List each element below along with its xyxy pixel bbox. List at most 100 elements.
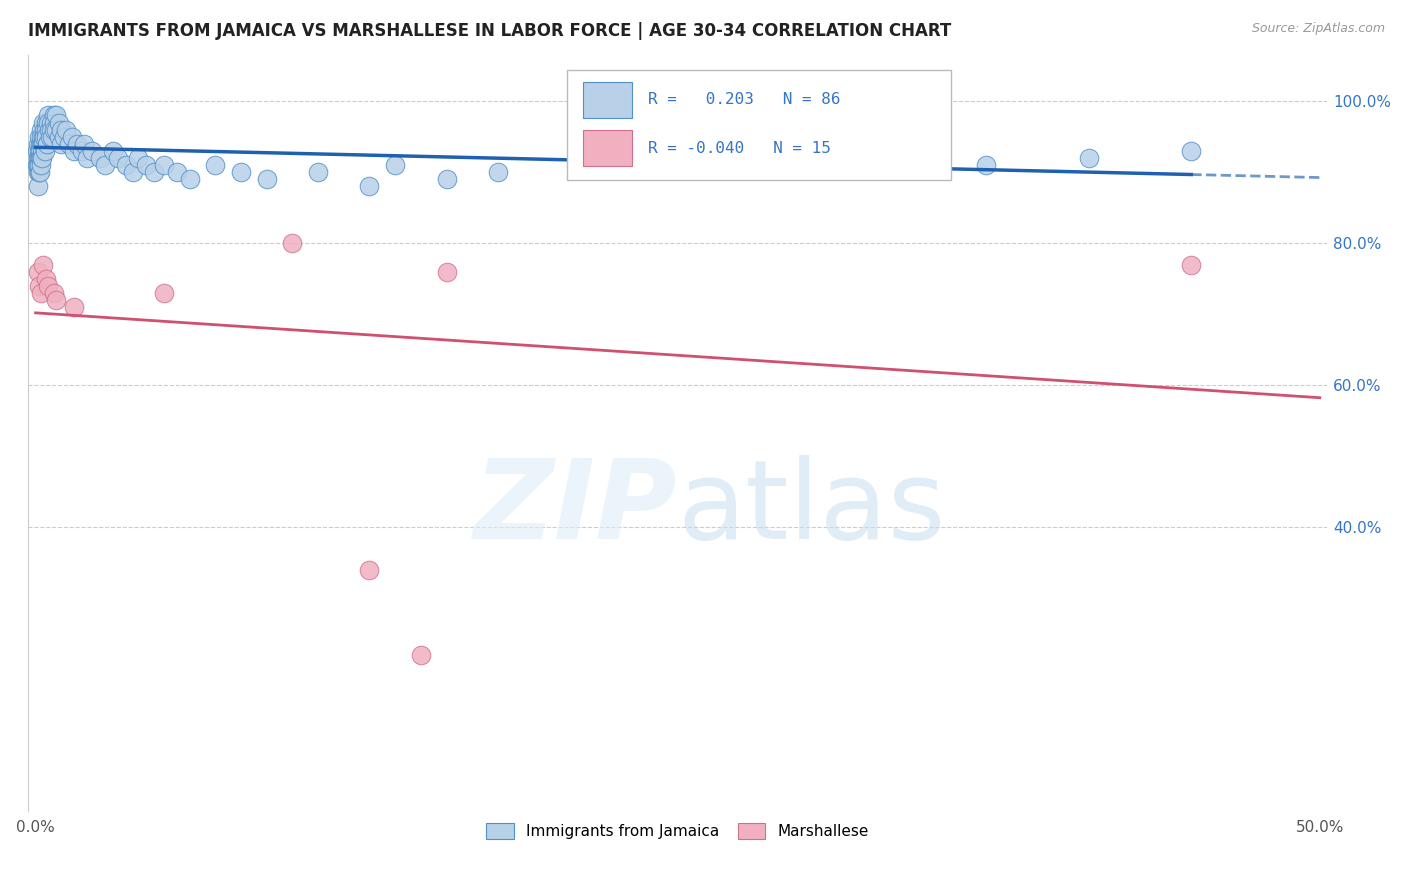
Text: ZIP: ZIP (474, 455, 678, 562)
Point (30, 129, 52, 144)
Point (82, 144, 104, 158)
Point (142, 165, 165, 179)
Point (73, 136, 96, 151)
FancyBboxPatch shape (583, 81, 633, 118)
Point (27, 179, 49, 194)
Point (359, 179, 381, 194)
Point (52, 129, 75, 144)
Point (114, 158, 136, 172)
Point (28, 144, 51, 158)
Point (94, 158, 117, 172)
Point (39, 115, 62, 129)
FancyBboxPatch shape (583, 130, 633, 166)
Point (28, 144, 51, 158)
Point (486, 165, 509, 179)
Point (31, 144, 53, 158)
Point (107, 151, 129, 165)
Point (30, 122, 52, 136)
Point (27, 265, 49, 279)
Point (38, 122, 60, 136)
Point (27, 144, 49, 158)
Point (28, 151, 51, 165)
FancyBboxPatch shape (567, 70, 950, 180)
Point (45, 122, 67, 136)
Point (48, 115, 70, 129)
Point (35, 115, 58, 129)
Point (30, 151, 52, 165)
Point (1180, 144, 1202, 158)
Point (32, 136, 55, 151)
Point (30, 151, 52, 165)
Point (32, 115, 55, 129)
Point (45, 108, 67, 122)
Point (974, 158, 997, 172)
Point (1180, 258, 1202, 272)
Text: R = -0.040   N = 15: R = -0.040 N = 15 (648, 141, 831, 155)
Point (76, 151, 98, 165)
Point (42, 108, 65, 122)
Point (37, 115, 59, 129)
Point (28, 278, 51, 293)
Point (153, 285, 176, 300)
Point (589, 158, 612, 172)
Point (436, 172, 458, 186)
Point (101, 144, 124, 158)
Point (32, 129, 55, 144)
Point (27, 158, 49, 172)
Text: Source: ZipAtlas.com: Source: ZipAtlas.com (1251, 22, 1385, 36)
Point (38, 129, 60, 144)
Point (39, 122, 62, 136)
Point (281, 236, 304, 251)
Point (409, 648, 432, 662)
Point (122, 165, 145, 179)
Point (179, 172, 201, 186)
Point (45, 293, 67, 307)
Point (27, 151, 49, 165)
Point (30, 136, 52, 151)
Point (31, 136, 53, 151)
Point (31, 151, 53, 165)
Point (37, 278, 59, 293)
Point (34, 144, 56, 158)
Point (359, 563, 381, 577)
Point (846, 144, 869, 158)
Point (70, 144, 93, 158)
Point (42, 115, 65, 129)
Point (25, 158, 48, 172)
Point (42, 285, 65, 300)
Point (256, 172, 278, 186)
Point (35, 129, 58, 144)
Point (28, 158, 51, 172)
Point (63, 300, 86, 314)
Point (32, 122, 55, 136)
Point (153, 158, 176, 172)
Point (27, 165, 49, 179)
Text: R =   0.203   N = 86: R = 0.203 N = 86 (648, 92, 841, 107)
Point (28, 136, 51, 151)
Point (28, 129, 51, 144)
Point (58, 136, 80, 151)
Point (51, 136, 73, 151)
Point (42, 122, 65, 136)
Point (744, 151, 766, 165)
Point (35, 272, 58, 286)
Text: IMMIGRANTS FROM JAMAICA VS MARSHALLESE IN LABOR FORCE | AGE 30-34 CORRELATION CH: IMMIGRANTS FROM JAMAICA VS MARSHALLESE I… (28, 22, 952, 40)
Point (1077, 151, 1099, 165)
Point (41, 129, 63, 144)
Point (229, 165, 252, 179)
Point (166, 165, 188, 179)
Text: atlas: atlas (678, 455, 946, 562)
Point (135, 158, 157, 172)
Point (127, 151, 149, 165)
Point (30, 165, 52, 179)
Point (63, 144, 86, 158)
Point (60, 129, 83, 144)
Point (204, 158, 226, 172)
Point (32, 258, 55, 272)
Point (30, 158, 52, 172)
Point (28, 165, 51, 179)
Point (37, 136, 59, 151)
Point (51, 122, 73, 136)
Point (30, 285, 52, 300)
Point (307, 165, 329, 179)
